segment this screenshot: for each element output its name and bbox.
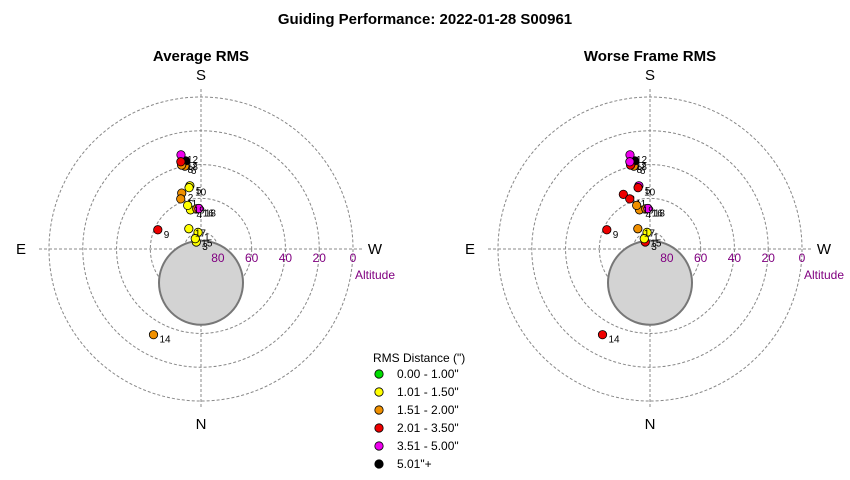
point-label: 12 [636,155,648,166]
data-point-10 [633,183,643,193]
data-point-17 [184,224,194,234]
point-label: 19 [643,205,655,216]
altitude-axis-label: Altitude [355,268,395,282]
compass-north: N [645,416,656,433]
point-label: 18 [205,209,217,220]
point-label: 4 [197,210,203,221]
data-point-19 [632,200,642,210]
point-label: 13 [636,162,648,173]
point-label: 6 [191,166,197,177]
point-label: 16 [203,209,215,220]
point-label: 5 [196,186,202,197]
legend-swatch [374,423,384,433]
altitude-tick-label: 40 [728,251,742,265]
point-label: 9 [613,230,619,241]
point-label: 4 [646,210,652,221]
legend-item-label: 1.51 - 2.00" [397,403,459,417]
panel-title: Worse Frame RMS [584,48,716,65]
altitude-tick-label: 40 [279,251,293,265]
compass-south: S [196,67,206,84]
legend-swatch [374,387,384,397]
altitude-tick-label: 60 [245,251,259,265]
point-label: 3 [202,242,208,253]
data-point-11 [176,194,186,204]
altitude-tick-label: 60 [694,251,708,265]
data-point-17 [633,224,643,234]
data-point-18 [194,203,204,214]
point-label: 2 [188,193,194,204]
point-label: 18 [654,209,666,220]
legend-item-label: 3.51 - 5.00" [397,439,459,453]
altitude-tick-label: 20 [313,251,327,265]
data-point-11 [625,194,635,204]
point-label: 13 [187,162,199,173]
moon [158,239,244,326]
point-label: 8 [637,165,643,176]
legend-item-label: 1.01 - 1.50" [397,385,459,399]
data-point-18 [643,203,653,214]
point-label: 10 [195,188,207,199]
legend-swatch [374,369,384,379]
point-label: 9 [164,230,170,241]
polar-chart-2: Worse Frame RMS S N E W 80 60 40 20 0 Altitude 12 3 4… [465,48,844,433]
point-label: 11 [636,199,647,210]
point-label: 14 [160,335,172,346]
legend-swatch [374,441,384,451]
point-label: 1 [204,232,210,243]
point-label: 11 [187,199,198,210]
point-label: 7 [640,161,646,172]
altitude-tick-label: 80 [211,251,225,265]
point-label: 10 [644,188,656,199]
compass-west: W [368,241,383,258]
legend-item-label: 5.01"+ [397,457,432,471]
point-label: 15 [201,239,213,250]
compass-east: E [465,241,475,258]
data-point-9 [602,225,612,235]
legend-swatch [374,405,384,415]
point-label: 1 [653,232,659,243]
data-point-15 [639,234,649,244]
data-point-15 [190,234,200,244]
altitude-tick-label: 0 [799,251,806,265]
data-point-9 [153,225,163,235]
page-title: Guiding Performance: 2022-01-28 S00961 [278,11,572,28]
data-point-19 [183,200,193,210]
altitude-axis-label: Altitude [804,268,844,282]
altitude-tick-label: 20 [762,251,776,265]
point-label: 16 [652,209,664,220]
legend: RMS Distance (") 0.00 - 1.00" 1.01 - 1.50"… [373,351,465,471]
legend-swatch [374,459,384,469]
point-label: 7 [191,161,197,172]
data-point-2 [618,189,628,199]
data-point-13 [176,157,186,167]
data-point-14 [597,330,608,340]
data-point-14 [148,330,159,340]
point-label: 19 [194,205,206,216]
panel-title: Average RMS [153,48,249,65]
point-label: 17 [644,229,656,240]
legend-title: RMS Distance (") [373,351,465,365]
legend-item-label: 0.00 - 1.00" [397,367,459,381]
point-label: 12 [187,155,199,166]
compass-west: W [817,241,832,258]
data-point-13 [625,157,635,167]
point-label: 14 [609,335,621,346]
legend-item-label: 2.01 - 3.50" [397,421,459,435]
altitude-tick-label: 0 [350,251,357,265]
point-label: 6 [640,166,646,177]
data-point-10 [184,183,194,193]
moon [607,239,693,326]
compass-south: S [645,67,655,84]
point-label: 3 [651,242,657,253]
point-label: 15 [650,239,662,250]
point-label: 8 [188,165,194,176]
altitude-tick-label: 80 [660,251,674,265]
point-label: 17 [195,229,207,240]
compass-north: N [196,416,207,433]
point-label: 5 [645,186,651,197]
compass-east: E [16,241,26,258]
